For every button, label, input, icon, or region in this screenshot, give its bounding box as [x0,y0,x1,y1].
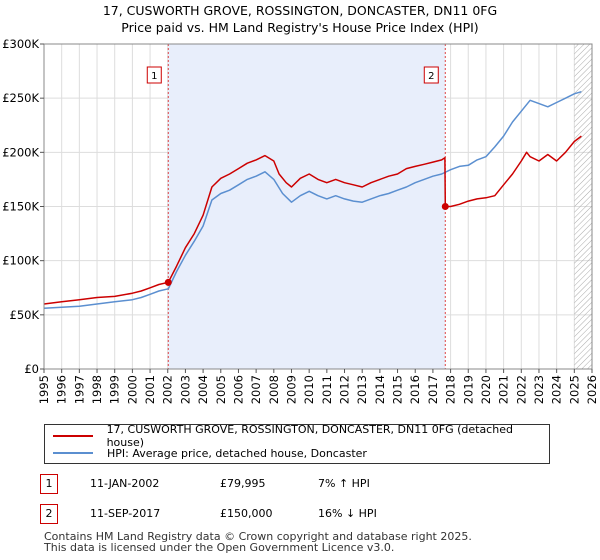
x-tick-label: 2020 [479,375,493,404]
x-tick-label: 2002 [161,375,175,404]
shaded-period [168,44,446,369]
x-tick-label: 2022 [514,375,528,404]
x-tick-label: 2012 [338,375,352,404]
x-tick-label: 2008 [267,375,281,404]
y-tick-label: £250K [2,91,39,105]
sale-hpi-diff: 7% ↑ HPI [318,477,370,490]
y-tick-label: £0 [24,362,39,376]
x-tick-label: 2025 [567,375,581,404]
hatched-region [574,44,592,369]
x-tick-label: 2013 [355,375,369,404]
sale-number-box [146,66,162,84]
x-tick-label: 2010 [302,375,316,404]
x-tick-label: 2015 [391,375,405,404]
x-tick-label: 2011 [320,375,334,404]
legend-swatch-hpi [53,452,93,454]
sale-number-label: 2 [428,71,434,82]
sale-point [441,203,449,210]
y-tick-label: £300K [2,37,39,51]
legend-label-hpi: HPI: Average price, detached house, Donc… [107,446,367,460]
chart-subtitle: Price paid vs. HM Land Registry's House … [121,20,479,35]
x-tick-label: 2004 [196,375,210,404]
sale-date: 11-SEP-2017 [90,507,161,520]
x-tick-label: 2000 [125,375,139,404]
property-price-line [43,135,582,305]
legend: 17, CUSWORTH GROVE, ROSSINGTON, DONCASTE… [44,423,550,464]
sale-number-box [423,66,439,84]
footer-line-2: This data is licensed under the Open Gov… [44,541,395,554]
x-tick-label: 2007 [249,375,263,404]
x-tick-label: 1996 [55,375,69,404]
sale-price: £79,995 [220,477,266,490]
sale-point [164,278,172,286]
sale-badge: 1 [40,474,58,494]
x-tick-label: 2017 [426,375,440,404]
y-tick-label: £100K [2,254,39,268]
sale-hpi-diff: 16% ↓ HPI [318,507,377,520]
x-tick-label: 1999 [108,375,122,404]
x-tick-label: 2019 [461,375,475,404]
sale-number-label: 1 [151,71,157,82]
x-tick-label: 2006 [231,375,245,404]
x-tick-label: 1998 [90,375,104,404]
footer-line-1: Contains HM Land Registry data © Crown c… [44,530,472,543]
x-tick-label: 2024 [550,375,564,404]
x-tick-label: 1995 [37,375,51,404]
x-tick-label: 2026 [585,375,599,404]
sale-date: 11-JAN-2002 [90,477,160,490]
sale-price: £150,000 [220,507,273,520]
x-tick-label: 2021 [497,375,511,404]
x-tick-label: 2001 [143,375,157,404]
chart-title: 17, CUSWORTH GROVE, ROSSINGTON, DONCASTE… [102,3,498,18]
x-tick-label: 2023 [532,375,546,404]
legend-swatch-property [53,435,93,437]
legend-item-hpi: HPI: Average price, detached house, Donc… [53,445,367,461]
x-tick-label: 2018 [444,375,458,404]
x-tick-label: 2014 [373,375,387,404]
x-tick-label: 2009 [284,375,298,404]
price-chart: 1 2 £0 £50K £100K £150K £200K £250K £300K 1995 19… [2,37,599,404]
x-tick-label: 2003 [178,375,192,404]
sale-badge: 2 [40,504,58,524]
x-tick-label: 2005 [214,375,228,404]
legend-item-property: 17, CUSWORTH GROVE, ROSSINGTON, DONCASTE… [53,423,549,449]
footer: Contains HM Land Registry data © Crown c… [44,531,472,553]
y-tick-label: £50K [10,308,40,322]
x-tick-label: 2016 [408,375,422,404]
y-tick-label: £150K [2,200,39,214]
y-tick-label: £200K [2,145,39,159]
x-tick-label: 1997 [72,375,86,404]
legend-label-property: 17, CUSWORTH GROVE, ROSSINGTON, DONCASTE… [106,423,513,449]
